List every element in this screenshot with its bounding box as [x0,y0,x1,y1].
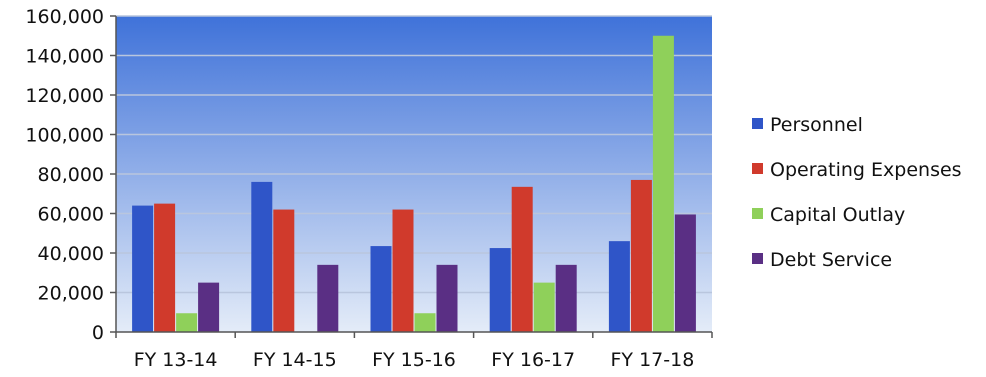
y-tick-label: 160,000 [25,6,104,28]
x-tick-label: FY 15-16 [372,349,456,371]
bar-capital-outlay-5 [653,36,674,332]
y-tick-label: 40,000 [38,243,104,265]
bar-debt-service-3 [437,265,458,332]
bar-operating-expenses-2 [273,210,294,332]
legend-swatch-debt-service [752,253,763,264]
bar-personnel-2 [251,182,272,332]
bar-capital-outlay-4 [534,283,555,332]
bar-operating-expenses-4 [512,187,533,332]
bar-capital-outlay-1 [176,313,197,332]
y-tick-label: 120,000 [25,85,104,107]
bar-debt-service-4 [556,265,577,332]
y-axis-ticks: 0 20,000 40,000 60,000 80,000 100,000 120,000 1… [25,6,116,344]
bar-operating-expenses-3 [393,210,414,332]
bar-personnel-4 [490,248,511,332]
x-tick-label: FY 14-15 [253,349,337,371]
bar-personnel-3 [371,246,392,332]
y-tick-label: 0 [92,322,104,344]
legend-label-capital-outlay: Capital Outlay [770,204,905,226]
legend-swatch-personnel [752,118,763,129]
y-tick-label: 20,000 [38,283,104,305]
bar-personnel-5 [609,241,630,332]
bar-debt-service-5 [675,214,696,332]
y-tick-label: 60,000 [38,204,104,226]
bar-debt-service-2 [317,265,338,332]
legend-swatch-capital-outlay [752,208,763,219]
legend: Personnel Operating Expenses Capital Outla… [752,114,962,271]
x-tick-label: FY 17-18 [611,349,695,371]
y-tick-label: 100,000 [25,125,104,147]
bar-operating-expenses-1 [154,204,175,332]
legend-swatch-operating-expenses [752,163,763,174]
x-tick-label: FY 16-17 [491,349,575,371]
bar-personnel-1 [132,206,153,332]
legend-label-operating-expenses: Operating Expenses [770,159,962,181]
legend-label-personnel: Personnel [770,114,863,136]
bar-capital-outlay-3 [415,313,436,332]
y-tick-label: 140,000 [25,46,104,68]
y-tick-label: 80,000 [38,164,104,186]
x-tick-label: FY 13-14 [134,349,218,371]
x-axis-ticks: FY 13-14 FY 14-15 FY 15-16 FY 16-17 FY 17-18 [116,332,712,371]
bar-debt-service-1 [198,283,219,332]
bar-operating-expenses-5 [631,180,652,332]
legend-label-debt-service: Debt Service [770,249,892,271]
